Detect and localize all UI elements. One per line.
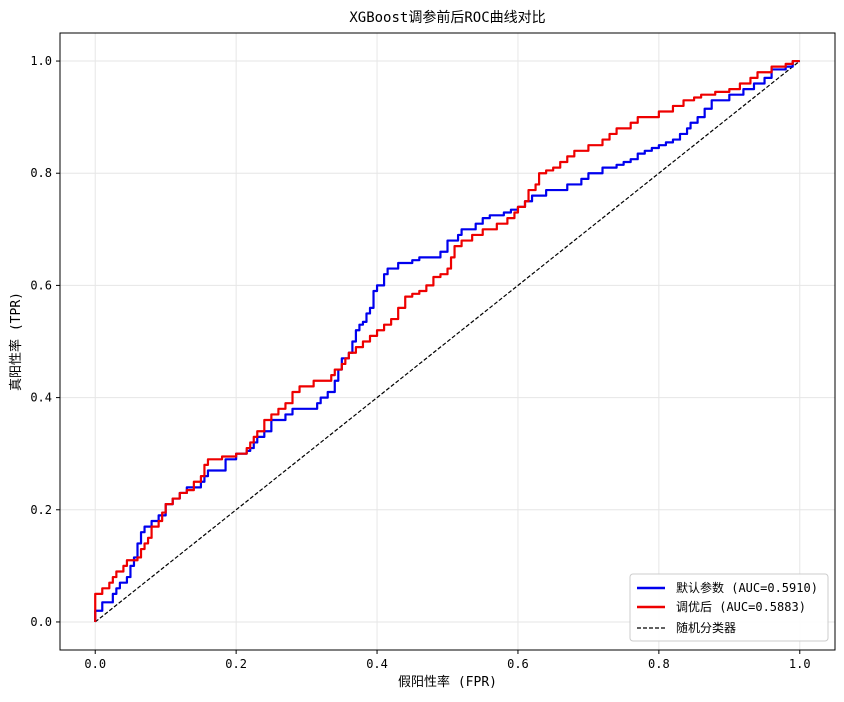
y-tick-label: 0.8 [30,166,52,180]
series-line-random [94,60,801,623]
series-line-tuned [94,59,800,622]
x-tick-label: 0.4 [366,657,388,671]
legend-box [629,573,829,642]
legend: 默认参数 (AUC=0.5910) 调优后 (AUC=0.5883) 随机分类器 [629,573,829,642]
y-tick-label: 0.2 [30,503,52,517]
plot-frame [59,32,836,651]
y-tick-label: 0.6 [30,278,52,292]
x-tick-label: 0.0 [84,657,106,671]
grid [60,33,835,650]
series-lines [94,59,801,623]
y-tick-label: 0.0 [30,615,52,629]
y-tick-label: 1.0 [30,54,52,68]
x-axis-label: 假阳性率 (FPR) [398,674,497,690]
legend-label-default: 默认参数 (AUC=0.5910) [676,580,818,595]
y-axis-label: 真阳性率 (TPR) [8,292,24,391]
axis-ticks: 0.0 0.2 0.4 0.6 0.8 1.0 0.0 0.2 0.4 0.6 0.8 1.0 [30,54,810,671]
legend-label-random: 随机分类器 [676,620,736,635]
x-tick-label: 0.8 [648,657,670,671]
chart-title: XGBoost调参前后ROC曲线对比 [349,9,545,26]
y-tick-label: 0.4 [30,391,52,405]
x-tick-label: 0.6 [507,657,529,671]
x-tick-label: 1.0 [789,657,811,671]
legend-label-tuned: 调优后 (AUC=0.5883) [676,600,806,614]
x-tick-label: 0.2 [225,657,247,671]
